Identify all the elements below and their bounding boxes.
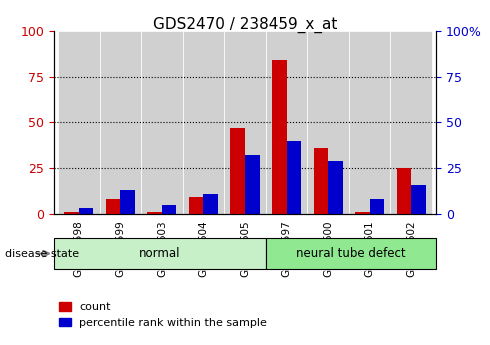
Bar (245, 155, 260, 214)
FancyBboxPatch shape (349, 31, 391, 214)
Bar (54, 238, 266, 269)
FancyBboxPatch shape (99, 31, 141, 214)
FancyBboxPatch shape (307, 31, 349, 214)
Bar (230, 128, 245, 214)
Text: neural tube defect: neural tube defect (296, 247, 406, 260)
Bar (106, 199, 121, 214)
Bar (121, 190, 135, 214)
Text: normal: normal (139, 247, 181, 260)
FancyBboxPatch shape (183, 31, 224, 214)
Bar (189, 197, 203, 214)
Bar (287, 141, 301, 214)
Bar (203, 194, 218, 214)
FancyBboxPatch shape (58, 31, 99, 214)
Bar (314, 148, 328, 214)
Bar (64, 212, 79, 214)
FancyBboxPatch shape (266, 31, 307, 214)
Bar (272, 60, 287, 214)
Bar (266, 238, 436, 269)
Bar (396, 168, 411, 214)
Legend: count, percentile rank within the sample: count, percentile rank within the sample (59, 302, 268, 328)
FancyBboxPatch shape (141, 31, 183, 214)
Bar (328, 161, 343, 214)
Text: disease state: disease state (5, 249, 79, 258)
Bar (411, 185, 426, 214)
FancyBboxPatch shape (224, 31, 266, 214)
FancyBboxPatch shape (391, 31, 432, 214)
Bar (355, 212, 369, 214)
Bar (369, 199, 384, 214)
Bar (147, 212, 162, 214)
Bar (79, 208, 94, 214)
Bar (162, 205, 176, 214)
Text: GDS2470 / 238459_x_at: GDS2470 / 238459_x_at (153, 17, 337, 33)
